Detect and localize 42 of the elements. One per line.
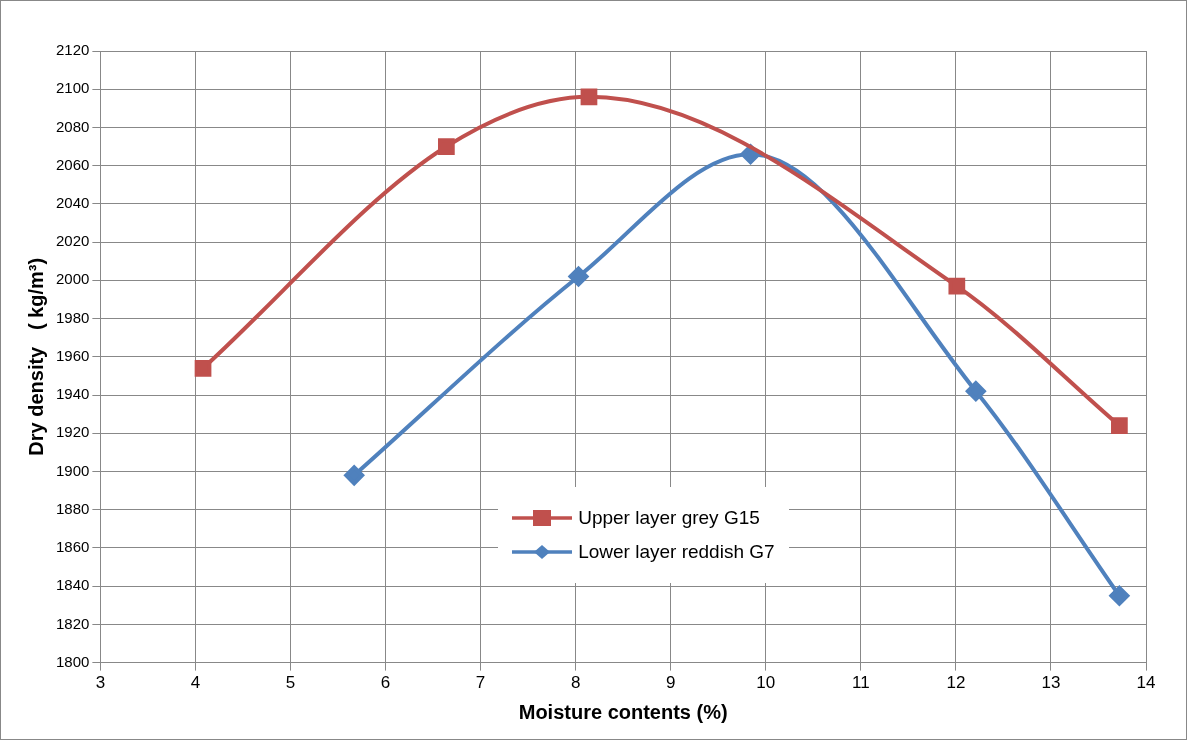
y-tick-label: 1960 [55,346,90,364]
x-tick-label: 9 [665,673,676,693]
point [194,359,212,377]
x-tick-label: 10 [756,673,776,693]
point [344,465,365,486]
point [1111,417,1128,434]
legend-label: Upper layer grey G15 [578,506,760,529]
x-tick-label: 12 [946,673,966,693]
y-tick-label: 1900 [55,461,90,479]
point [568,266,589,287]
y-tick-label: 2080 [55,117,90,135]
point [1109,585,1130,606]
x-axis-title: Moisture contents (%) [518,700,728,723]
y-tick-label: 2040 [55,194,90,212]
x-tick-label: 8 [570,673,581,693]
y-tick-label: 1800 [55,652,90,670]
legend-label: Lower layer reddish G7 [578,540,775,563]
y-tick-label: 2000 [55,270,90,288]
x-tick-label: 11 [852,673,870,693]
y-tick-label: 1980 [55,308,90,326]
y-tick-label: 1840 [55,576,90,594]
y-tick-label: 1860 [55,538,90,556]
y-tick-label: 2100 [55,79,90,97]
y-tick-label: 2020 [55,232,90,250]
y-tick-label: 2120 [55,41,90,59]
y-tick-label: 1880 [55,499,90,517]
point [580,88,598,106]
x-tick-label: 5 [285,673,296,693]
x-tick-label: 4 [190,673,201,693]
y-tick-label: 1820 [55,614,90,632]
x-tick-label: 7 [475,673,486,693]
x-tick-label: 3 [95,673,106,693]
x-tick-label: 13 [1041,673,1061,693]
x-tick-label: 14 [1136,673,1156,693]
y-axis-title: Dry density ( kg/m³) [24,257,47,456]
y-tick-label: 2060 [55,155,90,173]
x-tick-label: 6 [380,673,391,693]
y-tick-label: 1940 [55,385,90,403]
point [948,277,966,295]
point [438,138,455,155]
y-tick-label: 1920 [55,423,90,441]
point [965,381,986,402]
